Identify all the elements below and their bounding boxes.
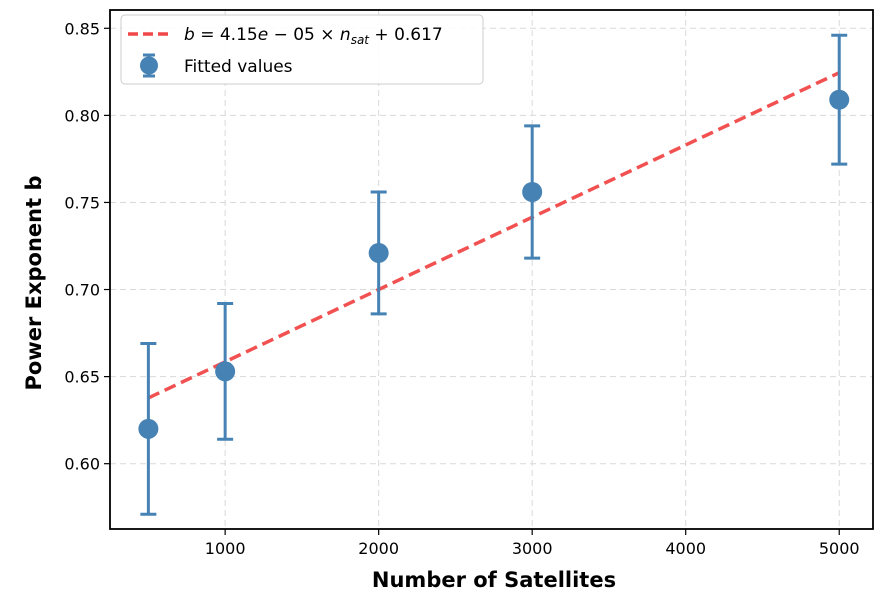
data-point <box>522 181 543 202</box>
y-tick-label: 0.65 <box>64 368 100 387</box>
fit-line-group <box>147 71 840 400</box>
legend-fit-label: b = 4.15e − 05 × nsat + 0.617 <box>184 25 443 47</box>
x-tick-label: 3000 <box>512 539 553 558</box>
x-axis-label: Number of Satellites <box>372 568 616 591</box>
y-tick-label: 0.75 <box>64 193 100 212</box>
y-tick-label: 0.85 <box>64 19 100 38</box>
data-point <box>829 89 850 110</box>
y-tick-label: 0.80 <box>64 106 100 125</box>
data-point <box>368 242 389 263</box>
y-axis-label: Power Exponent b <box>22 175 46 390</box>
legend-points-label: Fitted values <box>184 57 293 77</box>
data-point <box>215 361 236 382</box>
y-tick-label: 0.70 <box>64 281 100 300</box>
x-tick-label: 5000 <box>819 539 860 558</box>
legend: b = 4.15e − 05 × nsat + 0.617 Fitted val… <box>120 14 484 85</box>
y-axis-ticks: 0.60 0.65 0.70 0.75 0.80 0.85 <box>64 19 110 474</box>
x-tick-label: 1000 <box>205 539 246 558</box>
grid-lines <box>110 10 873 529</box>
y-tick-label: 0.60 <box>64 455 100 474</box>
x-tick-label: 4000 <box>665 539 706 558</box>
fit-line <box>147 71 840 400</box>
plot-frame <box>109 9 874 530</box>
legend-points-swatch <box>140 53 158 78</box>
x-tick-label: 2000 <box>358 539 399 558</box>
legend-box <box>120 14 484 85</box>
data-points-group <box>138 33 850 516</box>
x-axis-ticks: 1000 2000 3000 4000 5000 <box>205 529 860 558</box>
data-point <box>138 418 159 439</box>
